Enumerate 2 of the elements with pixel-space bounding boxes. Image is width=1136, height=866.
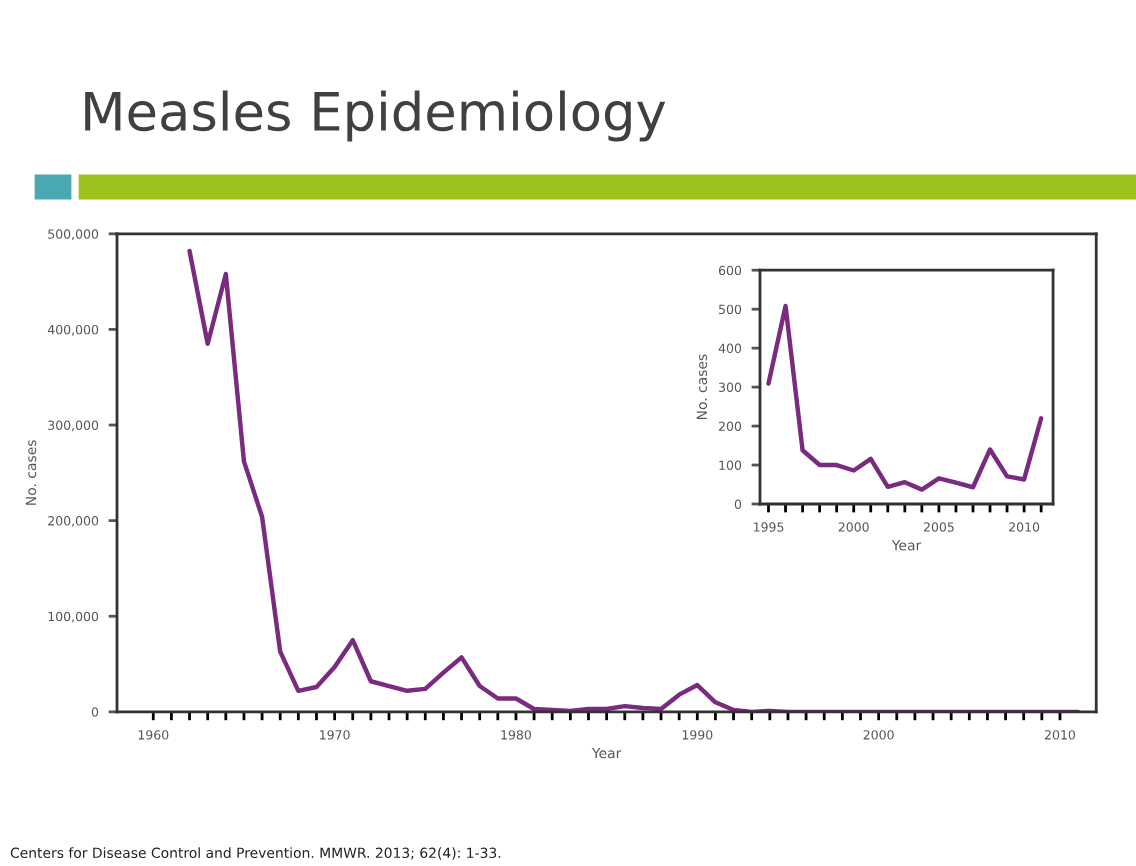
line-series — [766, 303, 1044, 492]
chart-title: Measles Epidemiology — [85, 90, 666, 142]
